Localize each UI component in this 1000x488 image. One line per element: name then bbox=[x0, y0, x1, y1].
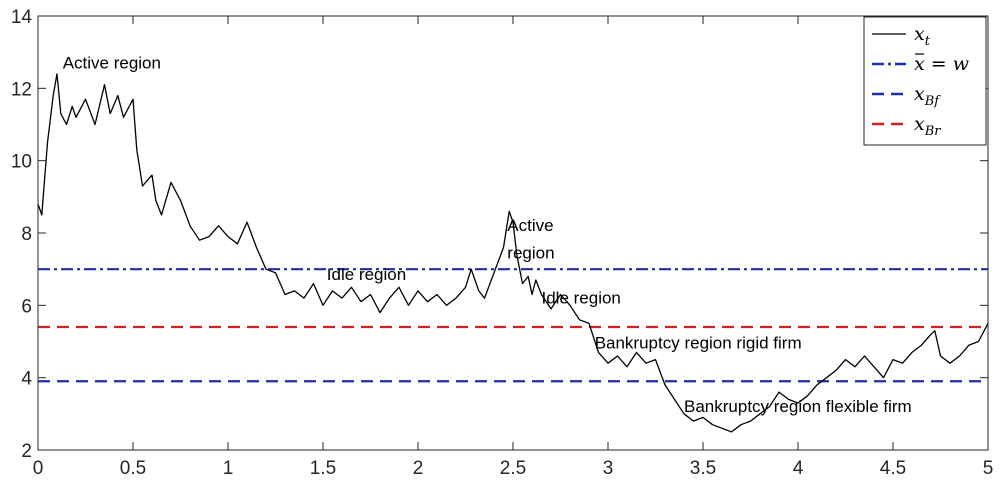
x-tick-label: 5 bbox=[983, 458, 994, 479]
annotation-label: Idle region bbox=[327, 265, 406, 284]
x-tick-label: 1 bbox=[223, 458, 234, 479]
y-axis: 2 4 6 8 10 12 14 bbox=[11, 7, 988, 462]
annotation-label: region bbox=[507, 243, 554, 262]
y-tick-label: 14 bbox=[11, 7, 33, 28]
x-tick-label: 0 bbox=[33, 458, 44, 479]
reference-lines bbox=[38, 268, 988, 383]
y-tick-label: 8 bbox=[21, 224, 32, 245]
x-tick-label: 2 bbox=[413, 458, 424, 479]
y-tick-label: 4 bbox=[21, 369, 32, 390]
series-line bbox=[37, 73, 989, 433]
x-tick-label: 3 bbox=[603, 458, 614, 479]
annotation-label: Active region bbox=[63, 53, 161, 72]
data-series bbox=[37, 73, 989, 433]
x-tick-label: 0.5 bbox=[120, 458, 146, 479]
legend: xt x = w xBf xBr bbox=[863, 16, 987, 146]
y-tick-label: 10 bbox=[11, 152, 32, 173]
annotation-label: Bankruptcy region flexible firm bbox=[684, 397, 912, 416]
x-tick-label: 1.5 bbox=[310, 458, 336, 479]
legend-label: x = w bbox=[914, 53, 969, 75]
y-tick-label: 6 bbox=[21, 296, 32, 317]
legend-label: xt bbox=[914, 23, 931, 49]
x-tick-label: 3.5 bbox=[690, 458, 716, 479]
legend-box bbox=[863, 16, 987, 146]
y-tick-label: 12 bbox=[11, 79, 32, 100]
x-tick-label: 4.5 bbox=[880, 458, 906, 479]
x-axis: 0 0.5 1 1.5 2 2.5 3 3.5 4 4.5 5 bbox=[33, 16, 994, 479]
x-tick-label: 2.5 bbox=[500, 458, 526, 479]
legend-label: xBf bbox=[914, 83, 941, 109]
legend-label: xBr bbox=[914, 113, 941, 139]
annotation-label: Bankruptcy region rigid firm bbox=[595, 334, 802, 353]
annotations: Active region Idle region Active region Idle… bbox=[63, 53, 912, 416]
y-tick-label: 2 bbox=[21, 441, 32, 462]
x-tick-label: 4 bbox=[793, 458, 804, 479]
annotation-label: Idle region bbox=[542, 289, 621, 308]
annotation-label: Active bbox=[507, 216, 553, 235]
